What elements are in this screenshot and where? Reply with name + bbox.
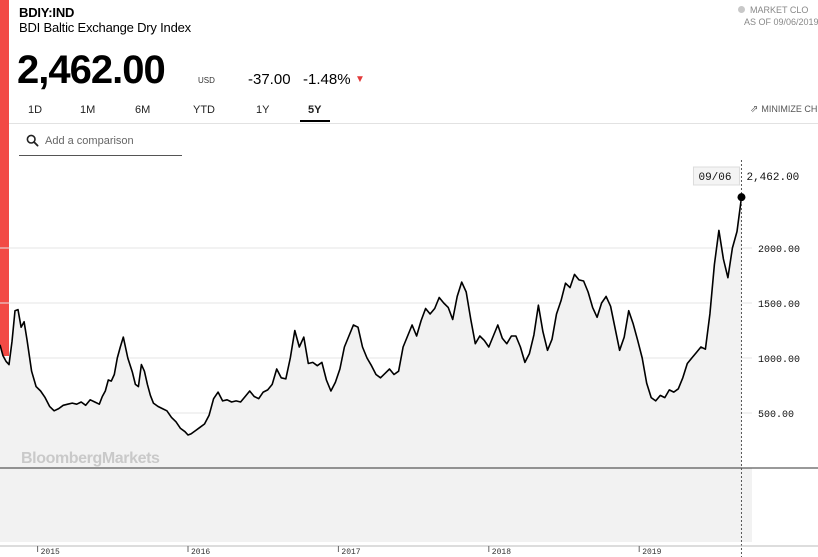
y-tick-label: 2000.00 xyxy=(758,245,800,256)
market-status: MARKET CLO AS OF 09/06/2019 xyxy=(738,4,818,28)
active-tab-underline xyxy=(300,120,330,122)
y-tick-label: 500.00 xyxy=(758,410,794,421)
search-icon xyxy=(26,134,39,147)
range-tab-ytd[interactable]: YTD xyxy=(193,104,215,116)
status-dot-icon xyxy=(738,6,745,13)
market-status-label: MARKET CLO xyxy=(750,5,809,15)
y-tick-label: 1000.00 xyxy=(758,355,800,366)
minimize-label: MINIMIZE CH xyxy=(761,104,818,114)
range-tab-1y[interactable]: 1Y xyxy=(256,104,270,116)
range-tab-1d[interactable]: 1D xyxy=(28,104,43,116)
toolbar-divider xyxy=(9,123,818,124)
date-readout: 09/06 xyxy=(698,172,731,184)
ticker-symbol: BDIY:IND xyxy=(19,5,75,20)
price-line xyxy=(0,197,743,436)
as-of-label: AS OF 09/06/2019 xyxy=(744,17,818,27)
last-price: 2,462.00 xyxy=(17,48,166,92)
price-change-percent: -1.48% xyxy=(303,71,351,88)
range-tab-6m[interactable]: 6M xyxy=(135,104,151,116)
minimize-arrows-icon: ⇗ xyxy=(750,104,759,115)
price-area xyxy=(0,197,742,468)
security-name: BDI Baltic Exchange Dry Index xyxy=(19,20,191,35)
date-readout-box xyxy=(692,166,740,186)
x-tick-label: 2017 xyxy=(341,548,360,557)
watermark-logo: BloombergMarkets xyxy=(21,450,160,467)
minimize-chart-button[interactable]: ⇗ MINIMIZE CH xyxy=(750,104,818,115)
comparison-search-input[interactable] xyxy=(45,132,179,150)
range-tab-1m[interactable]: 1M xyxy=(80,104,96,116)
x-tick-label: 2015 xyxy=(41,548,60,557)
x-tick-label: 2018 xyxy=(492,548,511,557)
volume-panel xyxy=(0,468,752,542)
price-change: -37.00 xyxy=(248,71,291,88)
price-chart[interactable]: 500.00 1000.00 1500.00 2000.00 BloombergMark… xyxy=(0,160,818,557)
x-tick-label: 2019 xyxy=(642,548,661,557)
range-tab-5y[interactable]: 5Y xyxy=(308,104,322,116)
accent-bar xyxy=(0,0,9,356)
value-readout: 2,462.00 xyxy=(746,172,799,184)
down-triangle-icon: ▼ xyxy=(355,74,365,85)
x-tick-label: 2016 xyxy=(191,548,210,557)
last-point-marker xyxy=(737,193,746,202)
currency-label: USD xyxy=(198,76,215,85)
y-tick-label: 1500.00 xyxy=(758,300,800,311)
comparison-search[interactable] xyxy=(19,130,182,156)
